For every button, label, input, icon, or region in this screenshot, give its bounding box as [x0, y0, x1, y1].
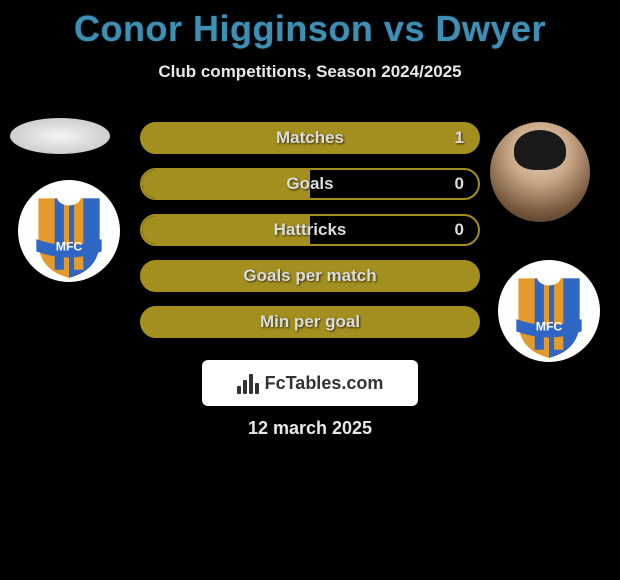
shield-icon: MFC — [18, 180, 120, 282]
stat-label: Min per goal — [142, 308, 478, 336]
shield-icon: MFC — [498, 260, 600, 362]
stat-label: Goals — [142, 170, 478, 198]
stats-panel: Matches1Goals0Hattricks0Goals per matchM… — [140, 122, 480, 352]
stat-row: Goals0 — [140, 168, 480, 200]
club-letters: MFC — [56, 239, 83, 253]
stat-row: Hattricks0 — [140, 214, 480, 246]
stat-value: 1 — [455, 124, 464, 152]
stat-label: Matches — [142, 124, 478, 152]
comparison-date: 12 march 2025 — [0, 418, 620, 439]
fctables-badge: FcTables.com — [202, 360, 418, 406]
stat-value: 0 — [455, 216, 464, 244]
bar-chart-icon — [237, 372, 259, 394]
comparison-subtitle: Club competitions, Season 2024/2025 — [0, 62, 620, 82]
club-badge-right: MFC — [498, 260, 600, 362]
comparison-title: Conor Higginson vs Dwyer — [0, 0, 620, 50]
stat-label: Goals per match — [142, 262, 478, 290]
stat-row: Matches1 — [140, 122, 480, 154]
fctables-label: FcTables.com — [265, 373, 384, 394]
stat-label: Hattricks — [142, 216, 478, 244]
stat-row: Goals per match — [140, 260, 480, 292]
player-right-photo — [490, 122, 590, 222]
stat-value: 0 — [455, 170, 464, 198]
player-left-placeholder — [10, 118, 110, 154]
club-letters: MFC — [536, 319, 563, 333]
club-badge-left: MFC — [18, 180, 120, 282]
stat-row: Min per goal — [140, 306, 480, 338]
